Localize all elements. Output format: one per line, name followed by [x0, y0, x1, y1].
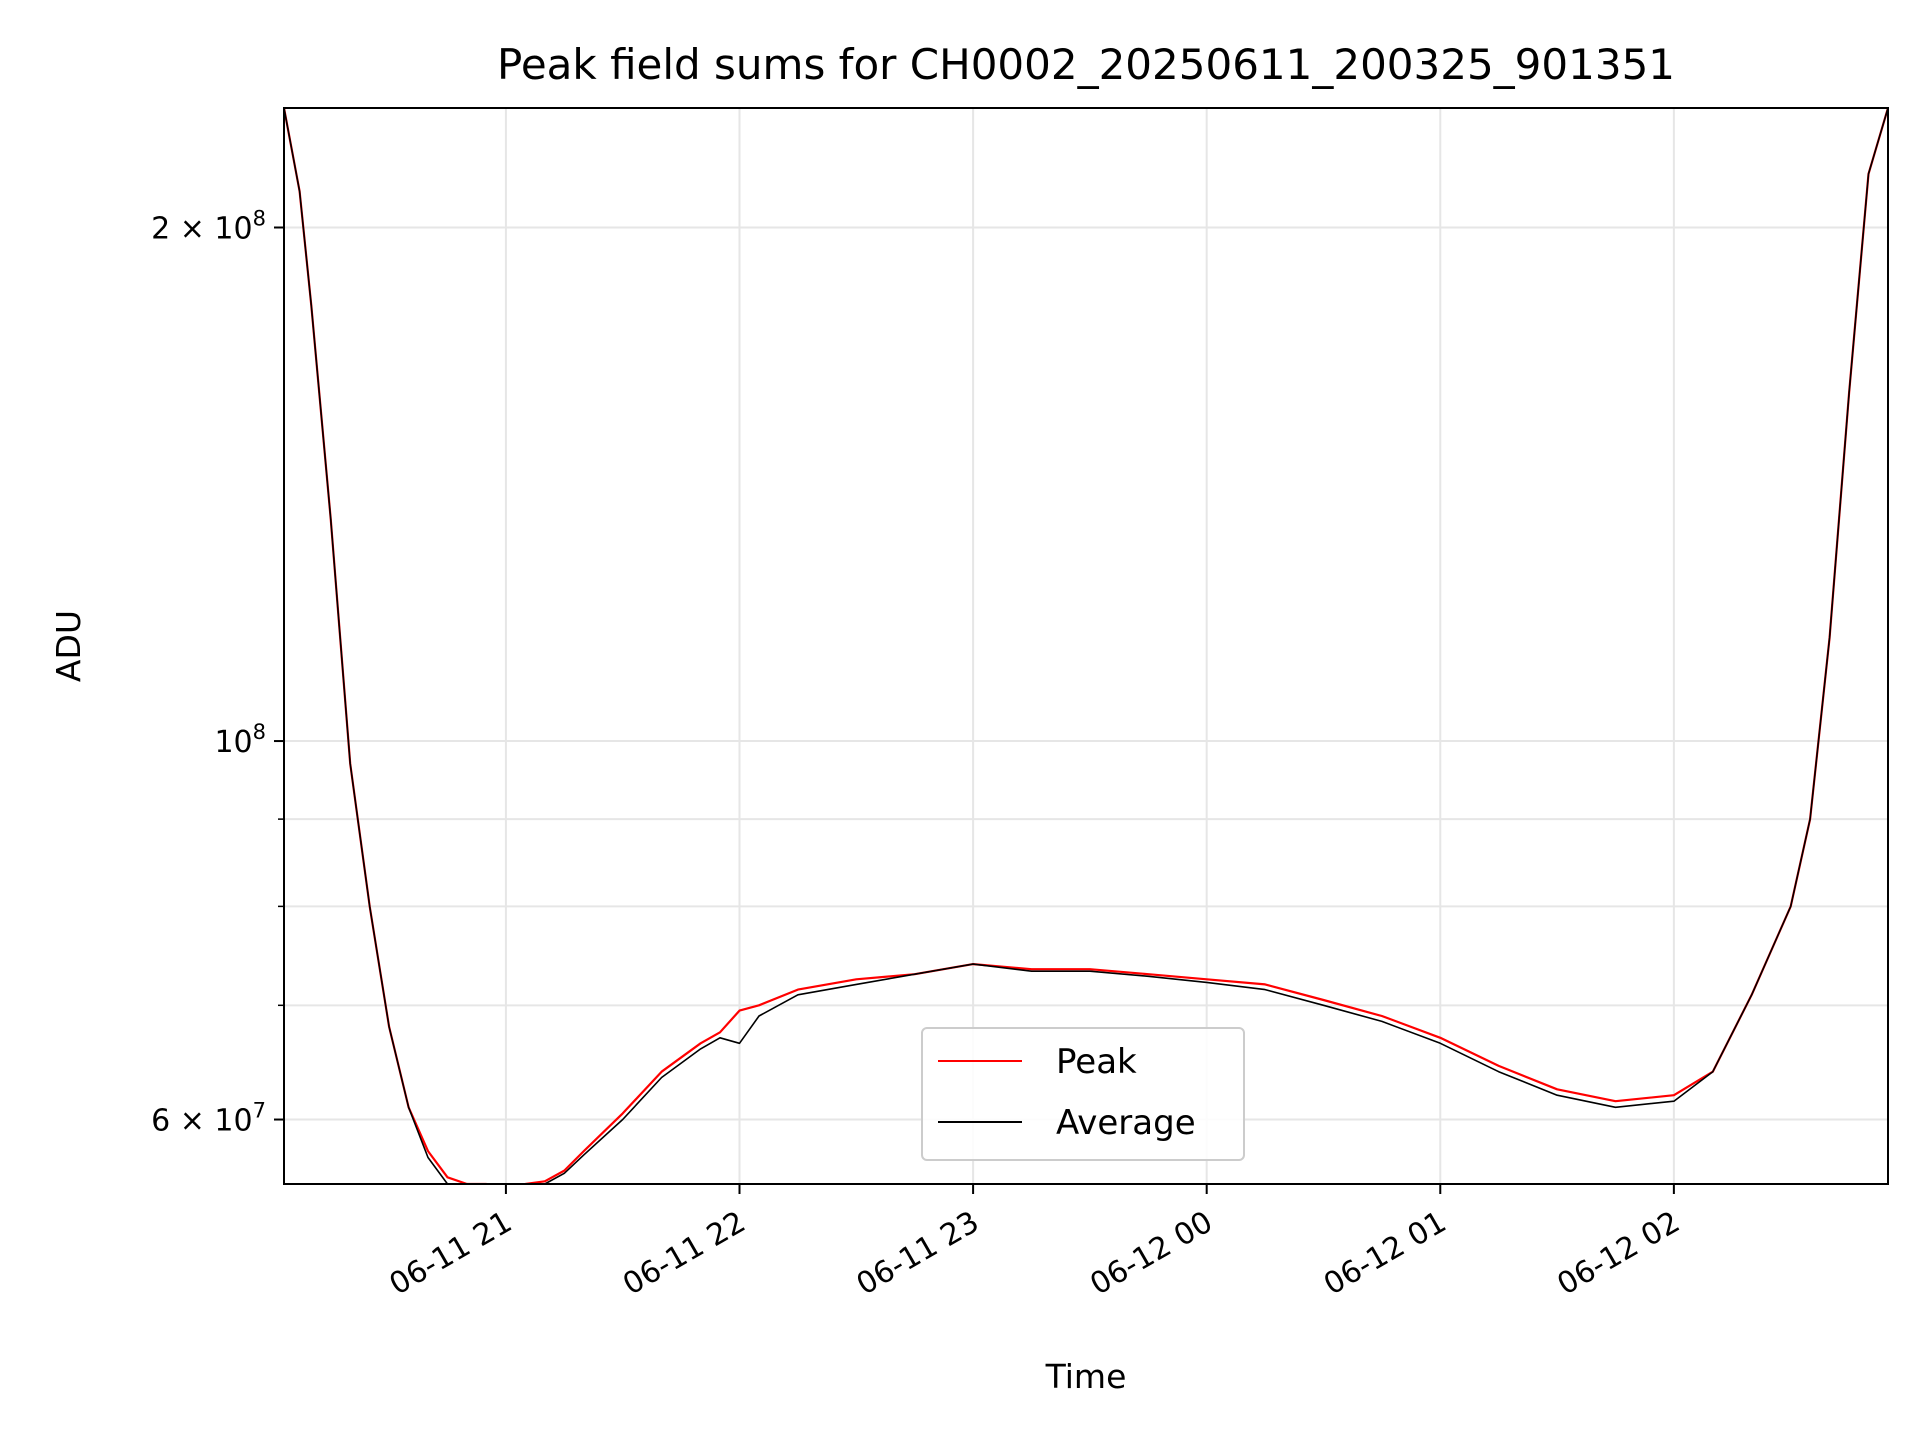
chart-title: Peak field sums for CH0002_20250611_2003…: [497, 40, 1675, 89]
legend-label-average: Average: [1056, 1103, 1196, 1143]
y-axis: 6 × 107 108 2 × 108: [151, 206, 284, 1139]
y-tick-label: 108: [214, 720, 266, 760]
plot-frame: [283, 107, 1889, 1185]
y-axis-label: ADU: [49, 610, 88, 682]
y-tick-label: 6 × 107: [151, 1099, 266, 1139]
series-layer: [284, 108, 1888, 1184]
x-axis-label: Time: [1045, 1357, 1127, 1396]
legend-label-peak: Peak: [1056, 1042, 1137, 1082]
legend: Peak Average: [921, 1027, 1245, 1161]
series-line-peak: [284, 108, 1888, 1184]
y-tick-label: 2 × 108: [151, 206, 266, 246]
series-line-average: [284, 108, 1888, 1184]
